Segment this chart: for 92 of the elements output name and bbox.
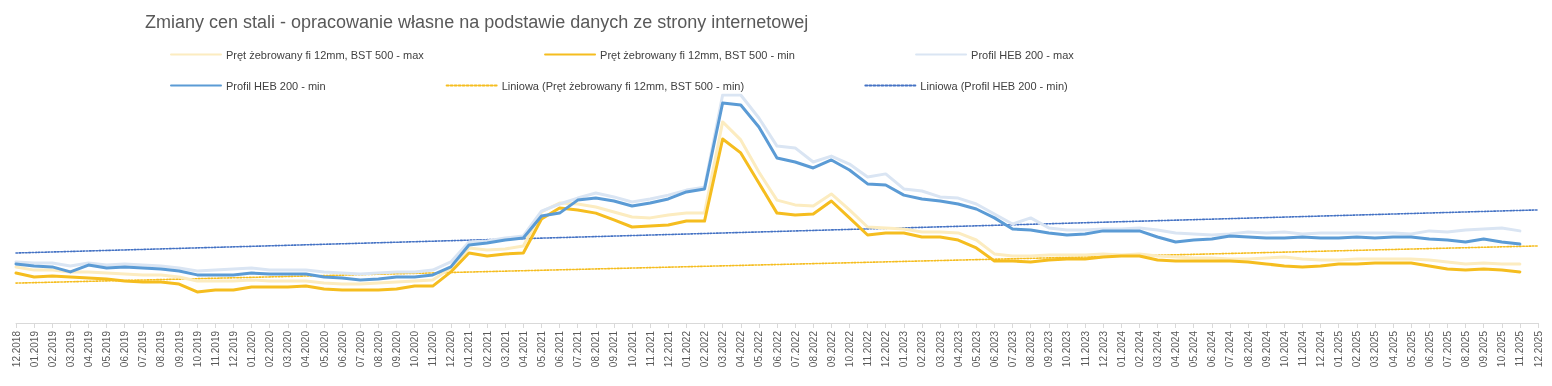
x-tick-label: 06.2020 [336,330,348,368]
x-tick-label: 12.2025 [1532,330,1544,368]
x-tick-label: 06.2024 [1206,330,1218,368]
x-tick-label: 01.2023 [898,330,910,368]
x-tick-label: 06.2022 [771,330,783,368]
x-tick-label: 10.2022 [843,330,855,368]
x-tick-label: 01.2022 [680,330,692,368]
x-tick-label: 11.2021 [644,330,656,367]
x-tick-label: 05.2019 [101,330,113,368]
x-tick-label: 07.2022 [789,330,801,368]
x-tick-label: 11.2023 [1079,330,1091,367]
x-tick-label: 07.2025 [1441,330,1453,368]
x-tick-label: 05.2025 [1405,330,1417,368]
x-tick-label: 06.2021 [554,330,566,368]
x-tick-label: 09.2025 [1478,330,1490,368]
x-tick-label: 01.2020 [246,330,258,368]
x-tick-label: 12.2021 [662,330,674,368]
x-tick-label: 01.2025 [1333,330,1345,368]
x-tick-label: 10.2024 [1278,330,1290,368]
x-tick-label: 03.2021 [499,330,511,368]
legend-label: Liniowa (Profil HEB 200 - min) [920,79,1068,92]
x-tick-label: 09.2024 [1260,330,1272,368]
x-tick-label: 03.2019 [64,330,76,368]
x-tick-label: 10.2023 [1061,330,1073,368]
x-tick-label: 10.2020 [409,330,421,368]
x-tick-label: 04.2019 [82,330,94,368]
x-tick-label: 07.2019 [137,330,149,368]
x-tick-label: 09.2023 [1043,330,1055,368]
x-tick-label: 04.2020 [300,330,312,368]
x-tick-label: 11.2020 [427,330,439,367]
x-tick-label: 02.2021 [481,330,493,368]
x-tick-label: 10.2025 [1496,330,1508,368]
x-tick-label: 05.2021 [535,330,547,368]
x-tick-label: 09.2019 [173,330,185,368]
x-tick-label: 03.2020 [282,330,294,368]
x-tick-label: 09.2020 [391,330,402,368]
legend-label: Profil HEB 200 - max [971,48,1075,61]
x-tick-label: 02.2022 [699,330,711,368]
x-tick-label: 04.2023 [952,330,964,368]
x-tick-label: 03.2024 [1152,330,1163,368]
x-tick-label: 06.2019 [119,330,131,368]
x-tick-label: 08.2020 [372,330,384,368]
x-tick-label: 08.2021 [590,330,602,368]
x-tick-label: 12.2020 [445,330,457,368]
x-tick-label: 11.2019 [209,330,221,367]
x-tick-label: 07.2024 [1224,330,1236,368]
x-tick-label: 12.2022 [880,330,892,368]
x-tick-label: 09.2021 [608,330,620,368]
x-tick-label: 04.2021 [517,330,529,368]
x-tick-label: 04.2024 [1170,330,1182,368]
legend-label: Liniowa (Pręt żebrowany fi 12mm, BST 500 - min) [501,79,745,92]
x-tick-label: 12.2024 [1315,330,1327,368]
x-tick-label: 01.2019 [28,330,40,368]
legend-label: Profil HEB 200 - min [226,79,326,92]
x-tick-label: 05.2022 [753,330,765,368]
chart-title: Zmiany cen stali - opracowanie własne na podstawie danych ze strony internetowej [145,12,809,32]
x-tick-label: 10.2021 [626,330,638,368]
x-tick-label: 02.2019 [46,330,58,368]
x-tick-label: 09.2022 [825,330,837,368]
x-tick-label: 11.2022 [862,330,874,367]
x-tick-label: 07.2021 [572,330,584,368]
x-tick-label: 12.2019 [227,330,239,368]
x-tick-label: 12.2023 [1097,330,1109,368]
x-tick-label: 03.2022 [717,330,729,368]
x-tick-label: 01.2021 [463,330,475,368]
x-tick-label: 12.2018 [10,330,22,368]
x-tick-label: 07.2023 [1007,330,1019,368]
x-tick-label: 04.2025 [1387,330,1399,368]
x-tick-label: 08.2023 [1025,330,1037,368]
x-tick-label: 06.2025 [1423,330,1435,368]
x-tick-label: 02.2023 [916,330,928,368]
legend-label: Pręt żebrowany fi 12mm, BST 500 - max [226,48,425,61]
x-tick-label: 11.2024 [1296,330,1308,367]
x-tick-label: 05.2023 [970,330,982,368]
x-tick-label: 01.2024 [1115,330,1127,368]
x-tick-label: 03.2025 [1369,330,1381,368]
x-tick-label: 03.2023 [934,330,946,368]
x-tick-label: 06.2023 [988,330,1000,368]
x-tick-label: 02.2020 [264,330,276,368]
x-tick-label: 08.2019 [155,330,167,368]
x-tick-label: 02.2024 [1133,330,1145,368]
x-tick-label: 04.2022 [735,330,747,368]
x-tick-label: 02.2025 [1351,330,1363,368]
x-tick-label: 05.2024 [1188,330,1200,368]
x-tick-label: 11.2025 [1514,330,1526,367]
x-tick-label: 10.2019 [191,330,203,368]
x-tick-label: 05.2020 [318,330,330,368]
x-tick-label: 08.2025 [1460,330,1472,368]
x-tick-label: 08.2024 [1242,330,1254,368]
x-tick-label: 08.2022 [807,330,819,368]
legend-label: Pręt żebrowany fi 12mm, BST 500 - min [600,48,795,61]
x-tick-label: 07.2020 [354,330,366,368]
